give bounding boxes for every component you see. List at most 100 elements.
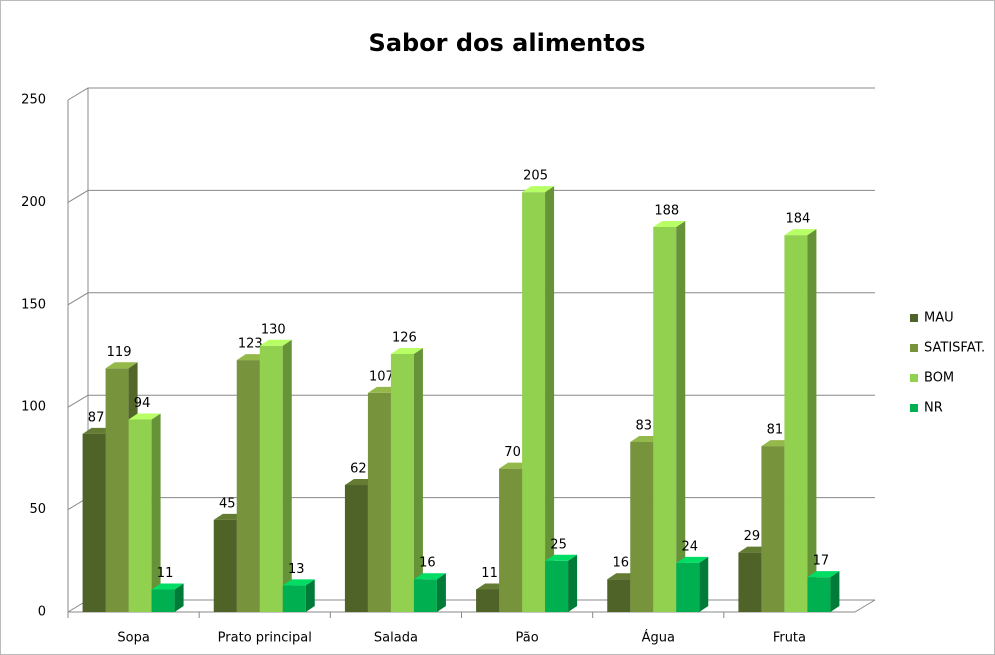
- y-tick-label: 0: [38, 605, 46, 620]
- bar-face: [499, 468, 523, 612]
- bar-face: [653, 220, 686, 227]
- legend-swatch: [910, 314, 918, 322]
- x-axis-side: [854, 599, 876, 613]
- bar-face: [784, 229, 817, 236]
- bar: [128, 413, 161, 612]
- bar-face: [630, 442, 654, 612]
- y-tick-label: 50: [29, 502, 46, 517]
- value-label: 83: [635, 419, 652, 434]
- bar-face: [676, 562, 700, 612]
- x-tick-label: Pão: [515, 631, 538, 646]
- grid-line: [67, 189, 875, 203]
- value-label: 16: [612, 556, 629, 571]
- bar: [653, 220, 686, 612]
- value-label: 94: [134, 396, 151, 411]
- bar-face: [151, 589, 175, 612]
- legend-swatch: [910, 344, 918, 352]
- value-label: 11: [157, 566, 174, 581]
- bar: [807, 571, 840, 612]
- bar-face: [151, 413, 161, 612]
- bar-face: [568, 554, 578, 612]
- x-tick-label: Sopa: [117, 631, 149, 646]
- bar-face: [305, 579, 315, 612]
- bar-face: [545, 186, 555, 612]
- legend-swatch: [910, 374, 918, 382]
- bar: [413, 573, 446, 612]
- bar-face: [545, 560, 569, 612]
- bar: [282, 579, 315, 612]
- value-label: 205: [523, 169, 548, 184]
- bar-face: [236, 360, 260, 612]
- bar-face: [761, 446, 785, 612]
- bar-face: [213, 519, 237, 612]
- bar-face: [390, 353, 414, 612]
- y-tick-label: 100: [21, 400, 46, 415]
- bar-face: [413, 579, 437, 612]
- legend-swatch: [910, 404, 918, 412]
- bar-face: [282, 585, 306, 612]
- value-label: 87: [88, 410, 105, 425]
- y-tick-label: 250: [21, 93, 46, 108]
- x-tick-label: Salada: [374, 631, 418, 646]
- bar: [390, 347, 423, 612]
- bar-face: [784, 235, 808, 612]
- bar-face: [282, 579, 315, 586]
- value-label: 13: [288, 562, 305, 577]
- bar-face: [82, 433, 106, 612]
- bar-face: [259, 339, 292, 346]
- legend-label: SATISFAT.: [924, 341, 985, 356]
- bar-face: [105, 362, 138, 369]
- bar-face: [699, 556, 709, 612]
- value-label: 45: [219, 496, 236, 511]
- bar-face: [128, 413, 161, 420]
- x-tick-label: Prato principal: [218, 631, 312, 646]
- x-tick-label: Fruta: [773, 631, 806, 646]
- bar-face: [413, 573, 446, 580]
- bar-face: [522, 186, 555, 193]
- bar: [151, 583, 184, 612]
- y-tick-label: 150: [21, 297, 46, 312]
- grid-line: [67, 394, 875, 408]
- legend-label: NR: [924, 401, 943, 416]
- value-label: 11: [481, 566, 498, 581]
- y-tick-label: 200: [21, 195, 46, 210]
- bar: [784, 229, 817, 612]
- x-tick-label: Água: [642, 630, 675, 646]
- bar-face: [830, 571, 840, 612]
- bar: [522, 186, 555, 612]
- bar-face: [676, 556, 709, 563]
- bar-face: [653, 226, 677, 612]
- bar-face: [413, 347, 423, 612]
- legend-label: MAU: [924, 311, 954, 326]
- bar-face: [174, 583, 184, 612]
- bar-face: [282, 339, 292, 612]
- value-label: 16: [419, 556, 436, 571]
- value-label: 130: [261, 322, 286, 337]
- bar-face: [545, 554, 578, 561]
- bar-face: [676, 220, 686, 612]
- value-label: 17: [813, 554, 830, 569]
- value-label: 107: [369, 369, 394, 384]
- bar: [545, 554, 578, 612]
- value-label: 25: [550, 537, 567, 552]
- value-label: 24: [681, 539, 698, 554]
- value-label: 126: [392, 330, 417, 345]
- bar-face: [151, 583, 184, 590]
- value-label: 62: [350, 462, 367, 477]
- bar: [676, 556, 709, 612]
- value-label: 119: [107, 345, 132, 360]
- bar-face: [476, 589, 500, 612]
- bar-face: [807, 577, 831, 612]
- value-label: 81: [767, 423, 784, 438]
- bar-face: [105, 368, 129, 612]
- bar-face: [367, 392, 391, 612]
- bar-face: [390, 347, 423, 354]
- chart-title: Sabor dos alimentos: [369, 29, 646, 57]
- bar-face: [128, 419, 152, 612]
- value-label: 70: [504, 445, 521, 460]
- bar-face: [259, 345, 283, 612]
- bar-face: [522, 192, 546, 612]
- bar-face: [738, 552, 762, 612]
